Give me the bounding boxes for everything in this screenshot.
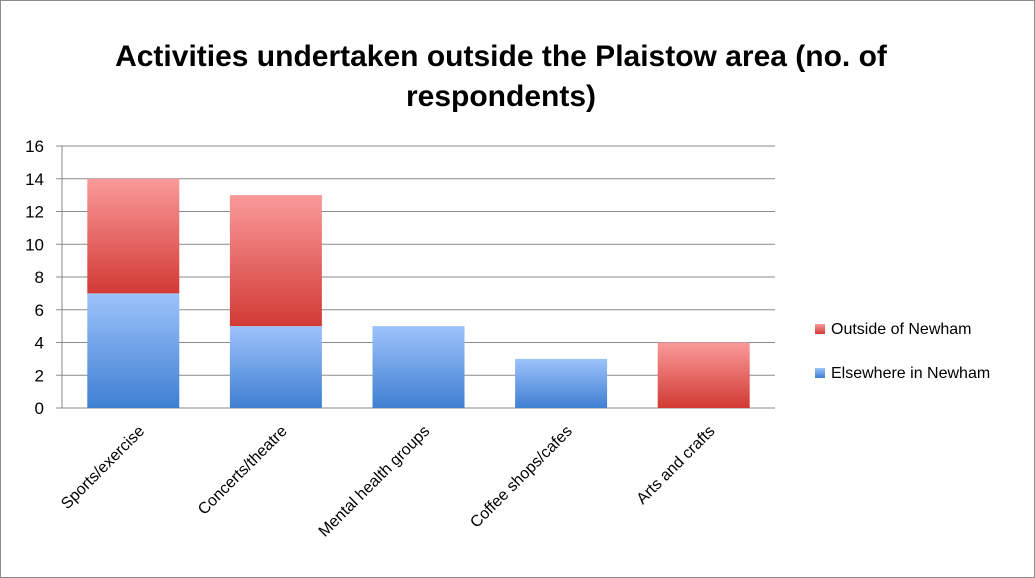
x-category-label: Sports/exercise [58, 423, 148, 513]
bar-outside-of-newham [87, 178, 180, 294]
y-tick-label: 8 [35, 268, 44, 287]
legend-label: Outside of Newham [831, 321, 972, 338]
x-category-label: Concerts/theatre [195, 423, 291, 519]
y-tick-label: 14 [25, 170, 44, 189]
bar-outside-of-newham [657, 342, 750, 408]
y-tick-label: 16 [25, 137, 44, 156]
bar-elsewhere-in-newham [229, 326, 322, 408]
y-tick-label: 12 [25, 203, 44, 222]
bar-elsewhere-in-newham [372, 326, 465, 408]
y-tick-label: 10 [25, 235, 44, 254]
x-category-label: Arts and crafts [634, 423, 719, 508]
bar-outside-of-newham [229, 195, 322, 327]
bar-elsewhere-in-newham [515, 358, 608, 408]
x-category-label: Mental health groups [316, 423, 434, 541]
chart-title: Activities undertaken outside the Plaist… [115, 40, 887, 113]
legend-swatch [815, 324, 825, 334]
x-category-label: Coffee shops/cafes [467, 423, 576, 532]
y-tick-label: 2 [35, 366, 44, 385]
y-tick-label: 4 [35, 334, 44, 353]
legend-label: Elsewhere in Newham [831, 365, 990, 382]
bar-elsewhere-in-newham [87, 293, 180, 408]
legend-swatch [815, 368, 825, 378]
y-tick-label: 6 [35, 301, 44, 320]
y-tick-label: 0 [35, 399, 44, 418]
